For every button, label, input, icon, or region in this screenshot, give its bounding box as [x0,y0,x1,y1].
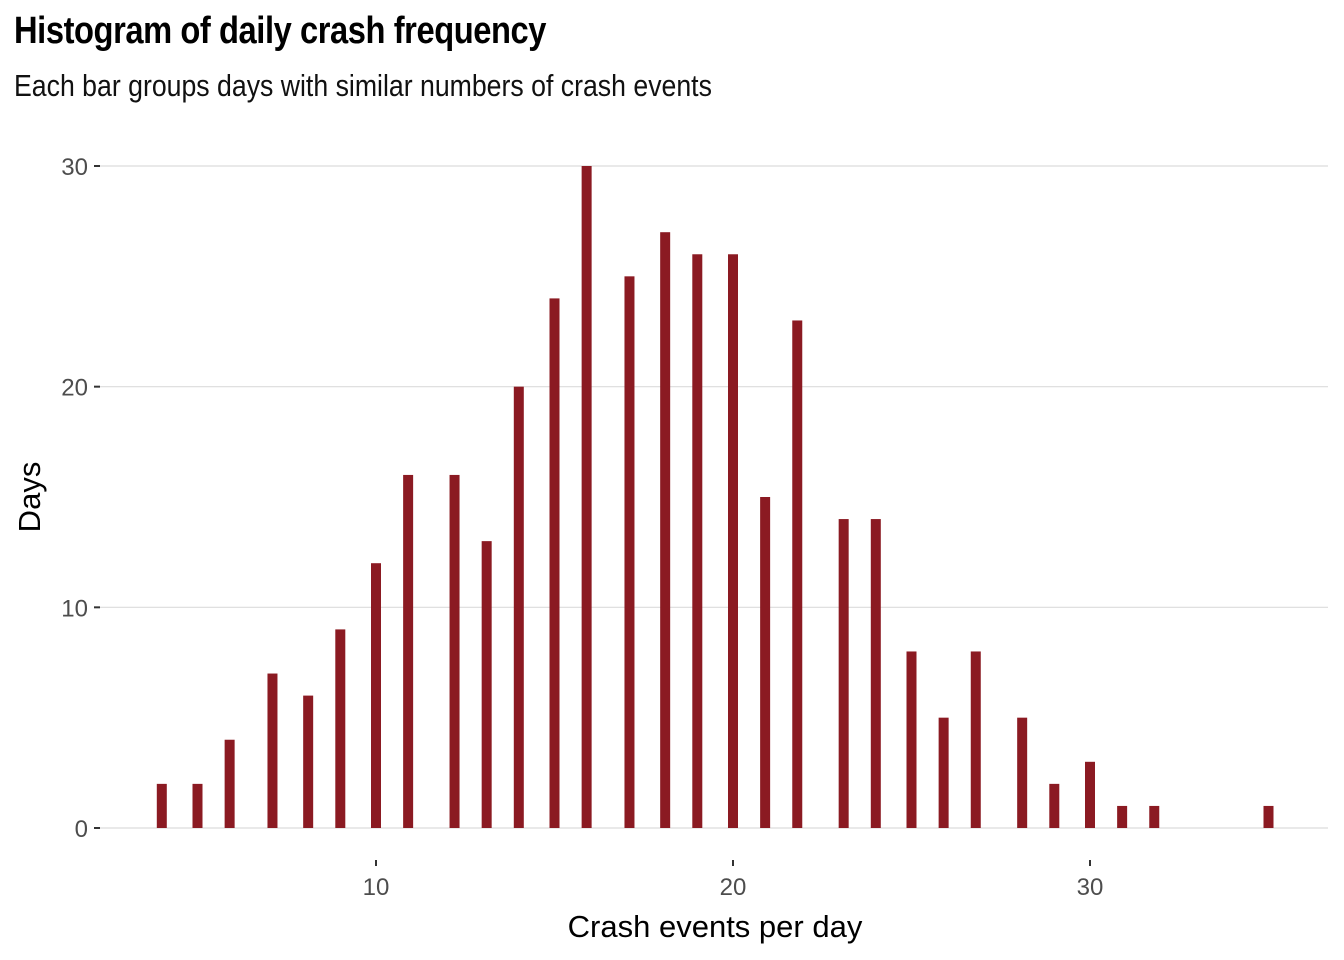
histogram-bar [1117,805,1128,828]
x-tick-label: 20 [720,874,747,901]
histogram-bar [1149,805,1160,828]
histogram-bar [581,166,592,828]
histogram-bar [970,651,981,828]
x-tick-label: 10 [363,874,390,901]
y-tick-label: 0 [75,816,88,843]
histogram-bar [660,232,671,828]
y-tick-label: 20 [61,375,88,402]
y-tick-label: 10 [61,595,88,622]
chart-title: Histogram of daily crash frequency [14,10,547,52]
histogram-bar [938,717,949,828]
chart-subtitle: Each bar groups days with similar number… [14,68,712,103]
histogram-bar [549,298,560,828]
histogram-bar [449,474,460,828]
gridlines [100,165,1328,829]
x-axis-title: Crash events per day [568,909,863,944]
histogram-bar [692,254,703,828]
y-axis: 0 10 20 30 [61,154,100,843]
x-axis: 10 20 30 [363,860,1104,901]
y-axis-title: Days [12,462,47,533]
bars [156,166,1274,828]
histogram-bar [224,739,235,828]
histogram-bar [371,563,381,828]
histogram-bar [403,474,414,828]
histogram-bar [1263,805,1274,828]
histogram-bar [792,320,803,828]
histogram-bar [624,276,635,828]
histogram-bar [1017,717,1028,828]
histogram-bar [192,783,203,828]
histogram-bar [760,497,771,828]
histogram-bar [156,783,167,828]
histogram-bar [303,695,314,828]
histogram-bar [1085,761,1095,828]
histogram-bar [1049,783,1060,828]
histogram-bar [870,519,881,828]
y-tick-label: 30 [61,154,88,181]
histogram-bar [513,386,524,828]
x-tick-label: 30 [1077,874,1104,901]
histogram-bar [728,254,738,828]
histogram-bar [838,519,849,828]
histogram-bar [481,541,492,828]
histogram-bar [906,651,917,828]
histogram-bar [335,629,346,828]
histogram-bar [267,673,278,828]
